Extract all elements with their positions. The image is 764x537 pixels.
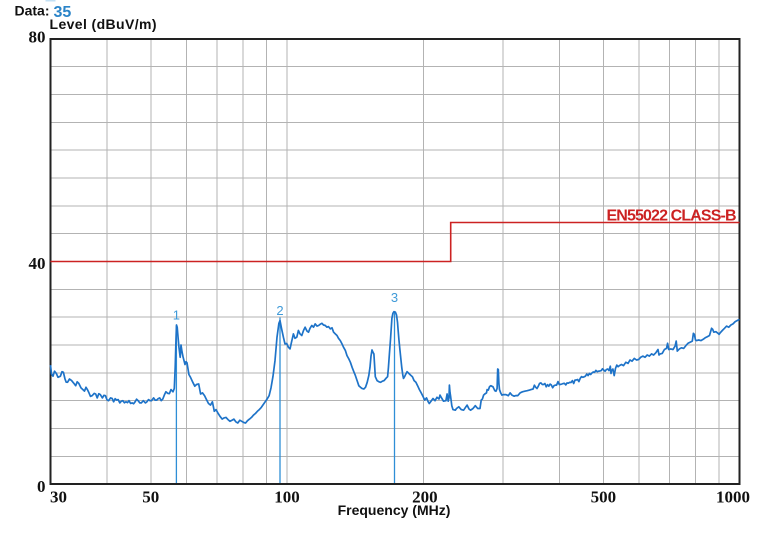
svg-text:2: 2 bbox=[276, 303, 283, 318]
svg-text:40: 40 bbox=[29, 254, 46, 273]
svg-text:1000: 1000 bbox=[716, 488, 750, 507]
svg-text:Data:: Data: bbox=[15, 3, 50, 19]
svg-text:3: 3 bbox=[391, 290, 398, 305]
svg-text:500: 500 bbox=[591, 488, 617, 507]
svg-text:Level (dBuV/m): Level (dBuV/m) bbox=[50, 16, 157, 32]
svg-text:80: 80 bbox=[29, 27, 46, 46]
svg-text:1: 1 bbox=[173, 308, 180, 323]
svg-text:100: 100 bbox=[274, 488, 300, 507]
svg-text:35: 35 bbox=[54, 4, 72, 21]
svg-text:EN55022 CLASS-B: EN55022 CLASS-B bbox=[607, 207, 737, 224]
svg-text:200: 200 bbox=[412, 488, 438, 507]
svg-text:Frequency (MHz): Frequency (MHz) bbox=[338, 502, 451, 518]
svg-text:0: 0 bbox=[37, 477, 46, 496]
svg-text:30: 30 bbox=[50, 488, 67, 507]
svg-text:50: 50 bbox=[142, 488, 159, 507]
